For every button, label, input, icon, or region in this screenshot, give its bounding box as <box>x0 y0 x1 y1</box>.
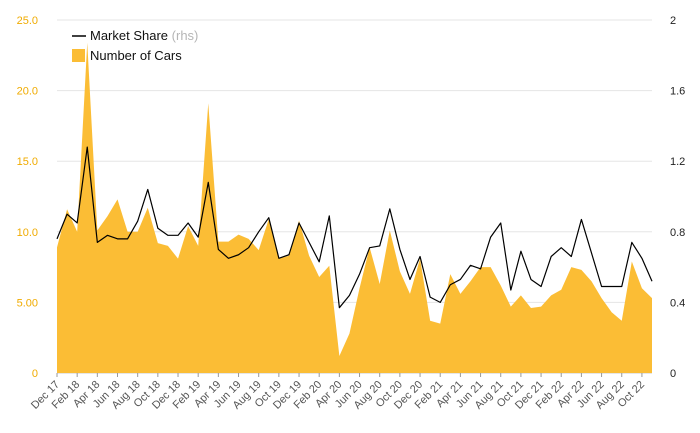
cars-area <box>57 42 652 374</box>
right-tick-label: 1.2 <box>670 156 685 168</box>
left-tick-label: 25.0 <box>17 15 38 27</box>
market-share-line <box>56 146 653 309</box>
right-tick-label: 2 <box>670 15 676 27</box>
legend-area-swatch <box>72 49 85 62</box>
left-tick-label: 15.0 <box>17 156 38 168</box>
left-tick-label: 20.0 <box>17 86 38 98</box>
market-share-line-layer <box>56 146 653 309</box>
right-tick-label: 0 <box>670 368 676 380</box>
right-axis-ticks: 0 0.4 0.8 1.2 1.6 2 <box>670 15 685 380</box>
left-tick-label: 5.00 <box>17 297 38 309</box>
left-tick-label: 10.0 <box>17 227 38 239</box>
right-tick-label: 0.8 <box>670 227 685 239</box>
right-tick-label: 1.6 <box>670 86 685 98</box>
cars-area-layer <box>57 42 652 374</box>
right-tick-label: 0.4 <box>670 297 685 309</box>
left-axis-ticks: 0 5.00 10.0 15.0 20.0 25.0 <box>17 15 38 380</box>
left-tick-label: 0 <box>32 368 38 380</box>
legend-label-number-of-cars: Number of Cars <box>90 48 182 63</box>
legend-label-market-share: Market Share (rhs) <box>90 28 198 43</box>
legend: Market Share (rhs) Number of Cars <box>72 28 198 63</box>
